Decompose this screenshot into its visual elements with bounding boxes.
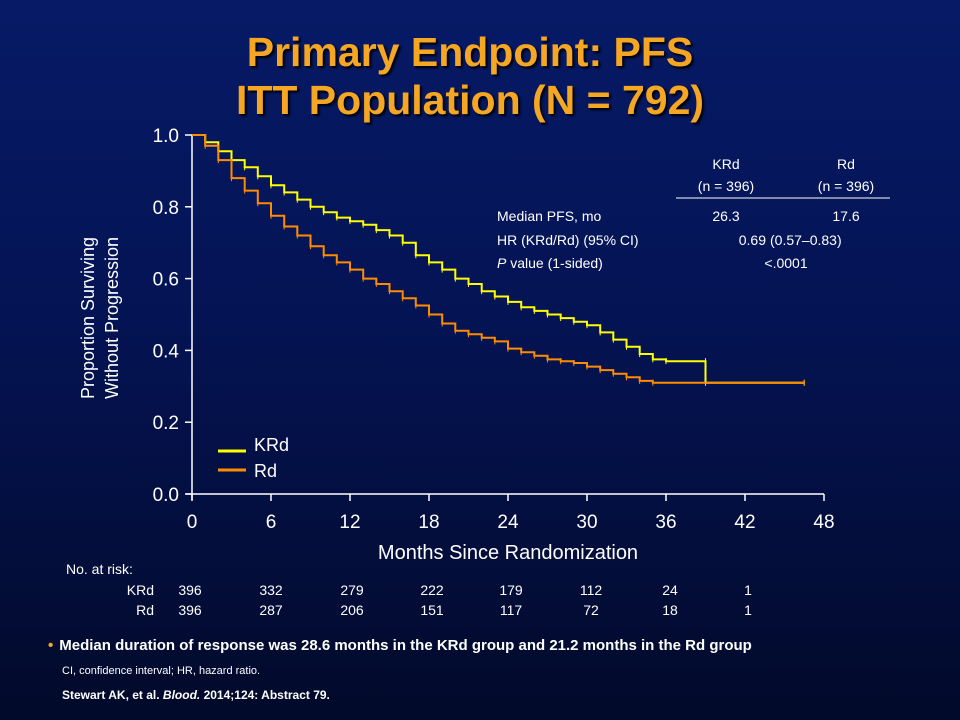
stats-row-hr-ci: (0.57–0.83) — [770, 232, 842, 248]
risk-cell: 287 — [259, 602, 283, 618]
x-axis-label: Months Since Randomization — [378, 542, 638, 564]
stats-row-hr-value: 0.69 — [739, 232, 766, 248]
stats-table: KRd (n = 396) Rd (n = 396) Median PFS, m… — [497, 156, 890, 271]
stats-row-median-label: Median PFS, mo — [497, 208, 601, 224]
y-axis-label-line-2: Without Progression — [102, 237, 122, 399]
risk-cell: 117 — [499, 602, 523, 618]
x-tick-label: 0 — [187, 512, 198, 533]
y-tick-label: 0.0 — [153, 485, 179, 506]
risk-cell: 222 — [420, 582, 444, 598]
summary-bullet-text: Median duration of response was 28.6 mon… — [59, 637, 752, 654]
curve-krd — [192, 134, 805, 384]
risk-cell: 1 — [744, 602, 752, 618]
risk-cell: 72 — [583, 602, 599, 618]
slide-title: Primary Endpoint: PFS ITT Population (N … — [0, 28, 940, 124]
risk-row-krd: KRd 396 332 279 222 179 112 24 1 — [0, 582, 960, 600]
stats-row-p-italic: P — [497, 255, 507, 271]
stats-row-p-value: <.0001 — [764, 255, 807, 271]
stats-row-median-krd: 26.3 — [712, 208, 739, 224]
footnote: CI, confidence interval; HR, hazard rati… — [62, 665, 261, 677]
risk-cell: 112 — [579, 582, 603, 598]
citation: Stewart AK, et al. Blood. 2014;124: Abst… — [62, 688, 330, 702]
risk-cell: 396 — [178, 602, 202, 618]
x-tick-label: 42 — [734, 512, 755, 533]
risk-row-name: Rd — [136, 602, 154, 618]
x-tick-label: 18 — [418, 512, 439, 533]
citation-journal: Blood. — [162, 688, 201, 702]
risk-cell: 24 — [662, 582, 678, 598]
stats-col-rd-n: (n = 396) — [818, 178, 874, 194]
stats-row-median-rd: 17.6 — [832, 208, 859, 224]
risk-row-name: KRd — [126, 582, 154, 598]
citation-authors: Stewart AK, et al. — [62, 688, 163, 702]
y-tick-label: 0.2 — [153, 413, 179, 434]
y-tick-label: 0.8 — [153, 198, 179, 219]
legend-label-krd: KRd — [254, 435, 289, 455]
legend-label-rd: Rd — [254, 461, 277, 481]
y-tick-label: 1.0 — [153, 126, 179, 147]
y-tick-label: 0.4 — [153, 341, 180, 362]
risk-table-header: No. at risk: — [66, 561, 133, 577]
risk-cell: 179 — [499, 582, 523, 598]
risk-cell: 151 — [420, 602, 444, 618]
risk-cell: 1 — [744, 582, 752, 598]
x-tick-label: 48 — [813, 512, 834, 533]
y-axis-label-line-1: Proportion Surviving — [78, 237, 98, 399]
risk-cell: 18 — [662, 602, 678, 618]
stats-col-rd-label: Rd — [837, 156, 855, 172]
risk-cell: 332 — [259, 582, 283, 598]
x-tick-label: 30 — [576, 512, 597, 533]
chart-curves — [192, 134, 805, 386]
risk-cell: 396 — [178, 582, 202, 598]
y-tick-label: 0.6 — [153, 270, 179, 291]
x-tick-label: 24 — [497, 512, 519, 533]
risk-cell: 279 — [340, 582, 364, 598]
x-tick-label: 36 — [655, 512, 676, 533]
stats-col-krd-label: KRd — [712, 156, 739, 172]
title-line-1: Primary Endpoint: PFS — [246, 29, 694, 75]
citation-rest: 2014;124: Abstract 79. — [200, 688, 330, 702]
risk-cell: 206 — [340, 602, 364, 618]
summary-bullet: • Median duration of response was 28.6 mo… — [48, 637, 752, 654]
x-tick-label: 6 — [266, 512, 277, 533]
stats-row-p-label: P value (1-sided) — [497, 255, 603, 271]
stats-row-p-text: value (1-sided) — [506, 255, 603, 271]
stats-row-hr-label: HR (KRd/Rd) (95% CI) — [497, 232, 639, 248]
risk-row-rd: Rd 396 287 206 151 117 72 18 1 — [0, 602, 960, 620]
stats-col-krd-n: (n = 396) — [698, 178, 754, 194]
chart-axes: 0 6 12 18 24 30 36 42 48 0.0 0.2 0.4 0.6 0.8 1.0 — [153, 126, 835, 533]
title-line-2: ITT Population (N = 792) — [235, 77, 705, 123]
chart-legend: KRd Rd — [218, 435, 289, 481]
bullet-dot-icon: • — [48, 637, 54, 654]
x-tick-label: 12 — [339, 512, 360, 533]
